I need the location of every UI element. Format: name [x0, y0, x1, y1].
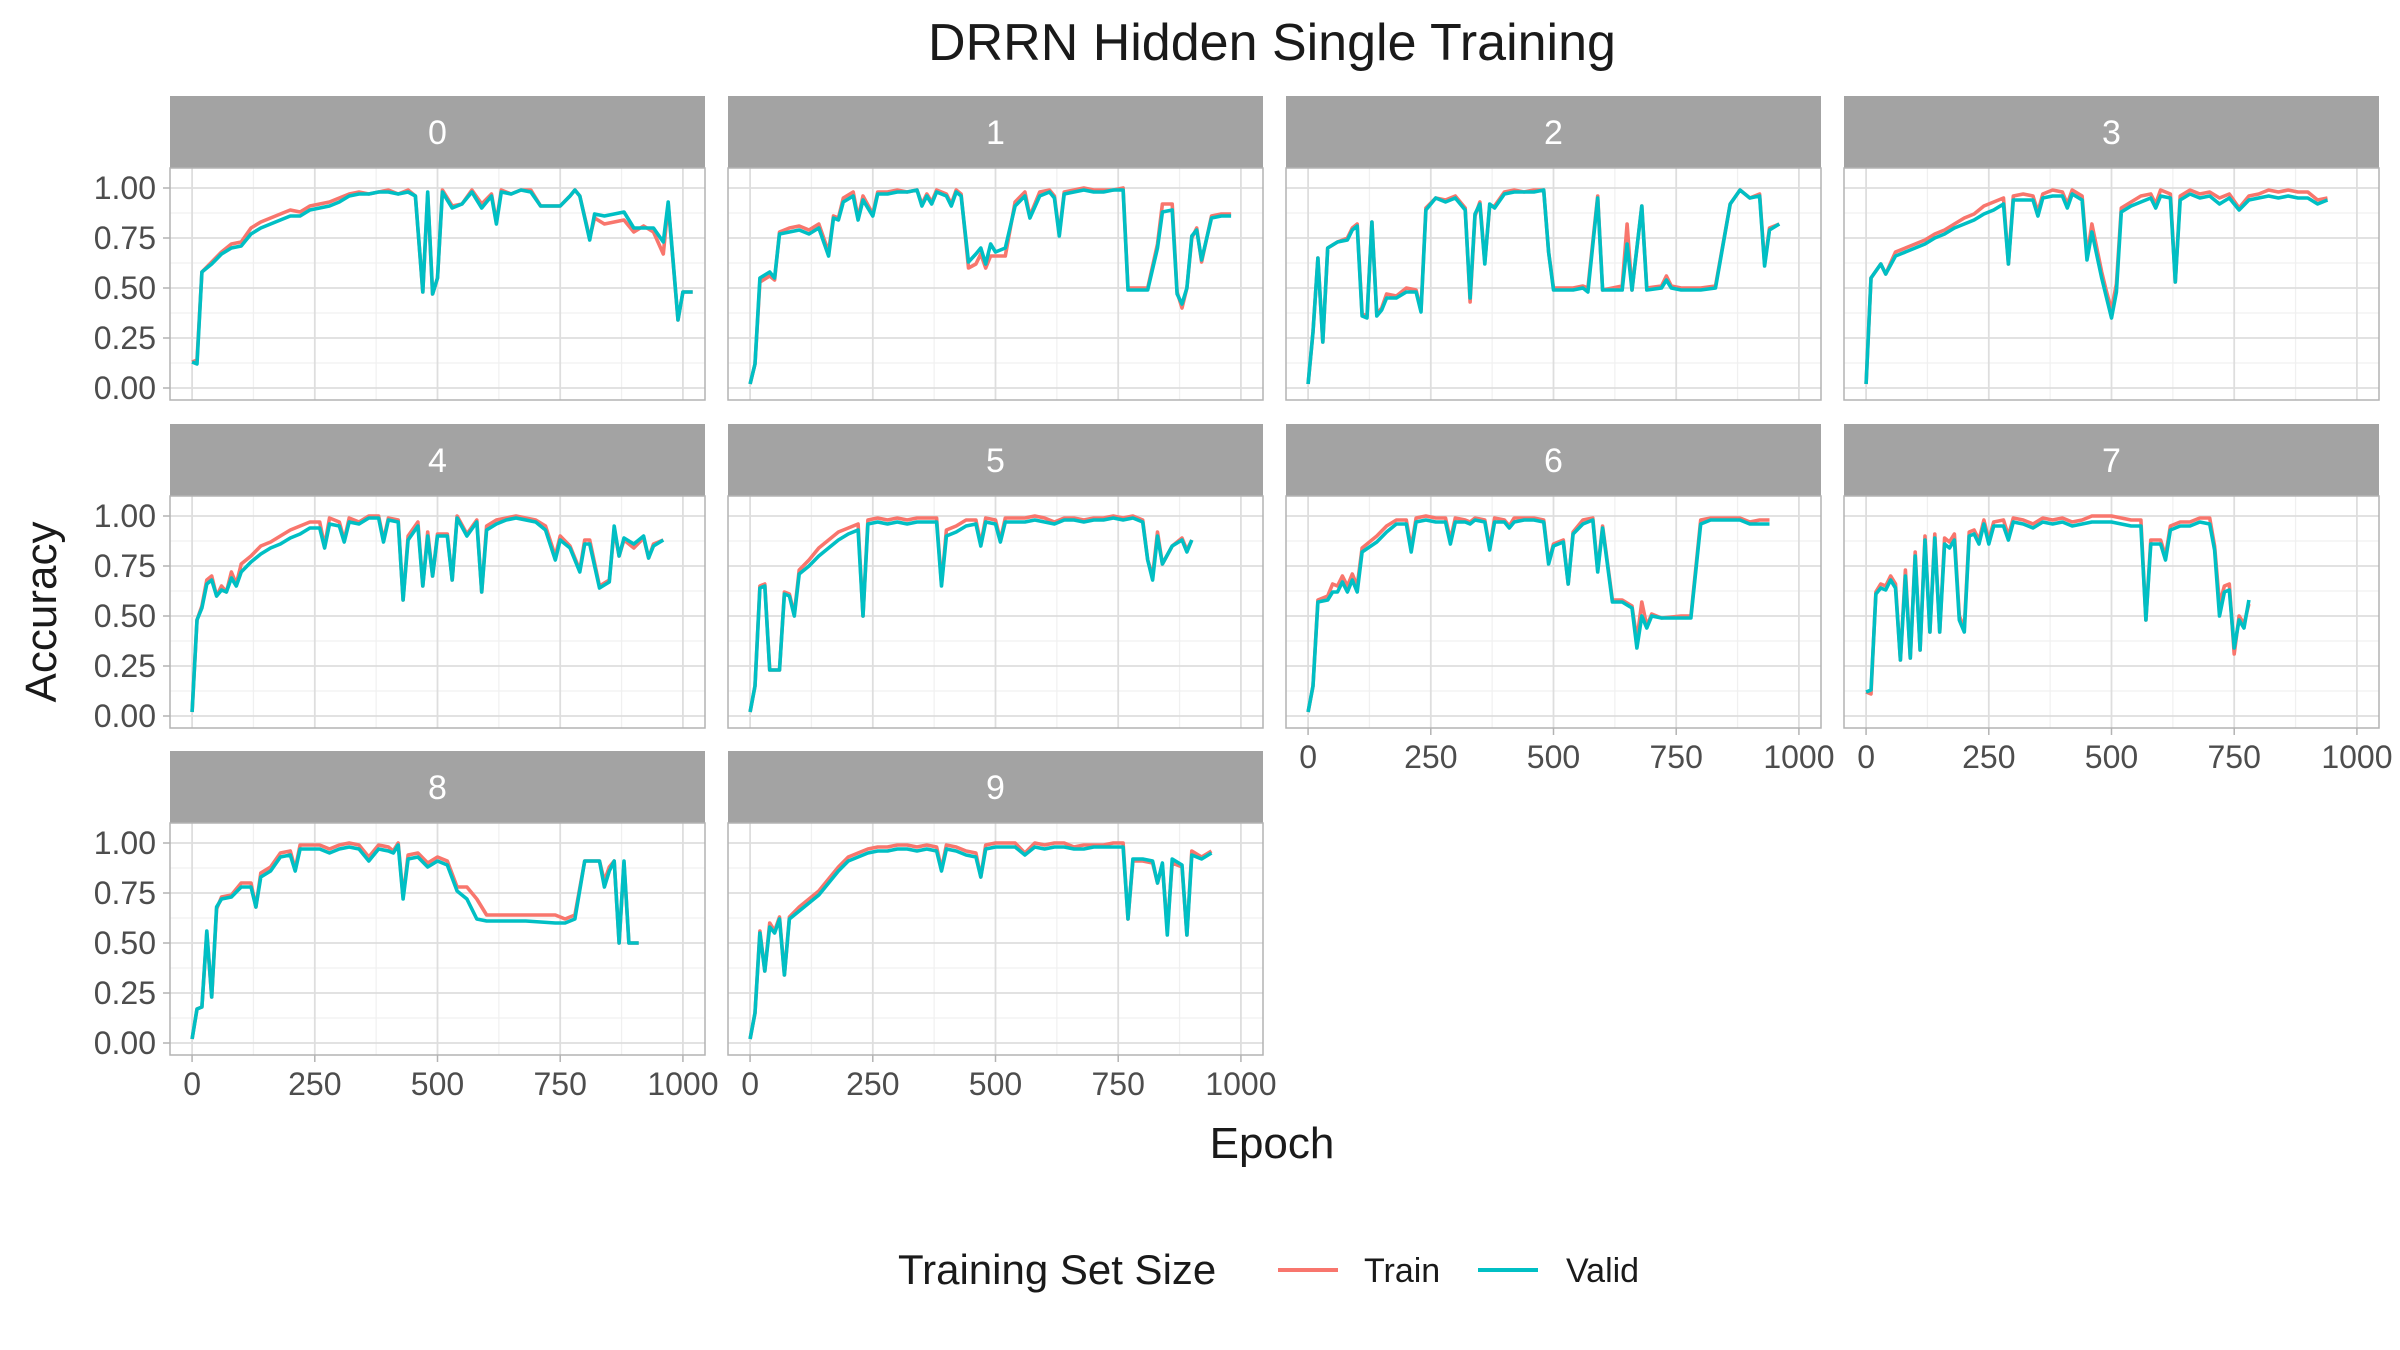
y-tick-label: 0.75	[94, 875, 156, 911]
x-tick-label: 1000	[2321, 739, 2392, 775]
facet-strip-label: 4	[428, 442, 447, 480]
x-axis-title: Epoch	[1210, 1119, 1335, 1168]
panel-border	[1843, 167, 2380, 401]
x-tick-label: 250	[1404, 739, 1457, 775]
legend-label-train: Train	[1364, 1252, 1440, 1290]
facet-strip-label: 0	[428, 114, 447, 152]
y-tick-label: 1.00	[94, 498, 156, 534]
x-tick-label: 500	[411, 1066, 464, 1102]
y-axis-title: Accuracy	[17, 522, 66, 703]
y-tick-label: 0.25	[94, 648, 156, 684]
facet-panel-9: 9 0 250 500 750 1000	[727, 751, 1277, 1102]
facet-strip	[1844, 96, 2379, 168]
facet-panel-3: 3	[1843, 96, 2380, 401]
facet-strip	[728, 424, 1263, 496]
y-tick-label: 0.00	[94, 370, 156, 406]
legend-title: Training Set Size	[898, 1246, 1216, 1293]
x-tick-label: 250	[1962, 739, 2015, 775]
facet-strip-label: 5	[986, 442, 1005, 480]
facet-strip-label: 8	[428, 769, 447, 807]
facet-strip-label: 1	[986, 114, 1005, 152]
x-tick-label: 750	[534, 1066, 587, 1102]
x-tick-label: 1000	[1763, 739, 1834, 775]
y-tick-label: 1.00	[94, 825, 156, 861]
series-line-valid	[191, 188, 693, 366]
series-line-valid	[748, 188, 1232, 385]
series-line-valid	[190, 843, 639, 1040]
series-line-valid	[1865, 520, 2251, 694]
x-tick-label: 1000	[1205, 1066, 1276, 1102]
facet-strip	[728, 96, 1263, 168]
x-tick-label: 500	[969, 1066, 1022, 1102]
series-line-valid	[1306, 518, 1770, 713]
facet-panel-6: 6 0 250 500 750 1000	[1285, 424, 1835, 775]
facet-strip	[1844, 424, 2379, 496]
facet-panel-4: 4 0.00 0.25 0.50 0.75 1.00	[94, 424, 706, 734]
x-tick-label: 1000	[647, 1066, 718, 1102]
facet-strip	[170, 96, 705, 168]
facet-panel-2: 2	[1285, 96, 1822, 401]
x-tick-label: 750	[2208, 739, 2261, 775]
facet-panels: 0 0.00 0.25 0.50 0.75 1.00 1 2 3 4 0.00 0.25 0.50 0.7…	[94, 96, 2393, 1102]
y-tick-label: 0.50	[94, 598, 156, 634]
x-tick-label: 0	[1857, 739, 1875, 775]
y-tick-label: 1.00	[94, 170, 156, 206]
facet-panel-7: 7 0 250 500 750 1000	[1843, 424, 2393, 775]
facet-strip	[1286, 96, 1821, 168]
panel-border	[169, 167, 706, 401]
facet-strip-label: 7	[2102, 442, 2121, 480]
facet-strip-label: 6	[1544, 442, 1563, 480]
series-line-valid	[1306, 188, 1781, 385]
x-tick-label: 750	[1092, 1066, 1145, 1102]
y-tick-label: 0.50	[94, 925, 156, 961]
series-line-train	[748, 514, 1194, 713]
facet-panel-8: 8 0.00 0.25 0.50 0.75 1.00 0 250 500 750 1000	[94, 751, 719, 1102]
panel-border	[1285, 167, 1822, 401]
series-line-valid	[190, 516, 665, 713]
y-tick-label: 0.25	[94, 320, 156, 356]
y-tick-label: 0.50	[94, 270, 156, 306]
x-tick-label: 0	[1299, 739, 1317, 775]
facet-panel-0: 0 0.00 0.25 0.50 0.75 1.00	[94, 96, 706, 406]
x-tick-label: 500	[2085, 739, 2138, 775]
legend-label-valid: Valid	[1566, 1252, 1639, 1290]
x-tick-label: 250	[846, 1066, 899, 1102]
x-tick-label: 0	[183, 1066, 201, 1102]
facet-panel-5: 5	[727, 424, 1264, 729]
y-tick-label: 0.75	[94, 220, 156, 256]
panel-border	[169, 495, 706, 729]
y-tick-label: 0.25	[94, 975, 156, 1011]
panel-border	[727, 167, 1264, 401]
facet-strip	[1286, 424, 1821, 496]
y-tick-label: 0.75	[94, 548, 156, 584]
x-tick-label: 250	[288, 1066, 341, 1102]
y-tick-label: 0.00	[94, 698, 156, 734]
facet-strip	[170, 424, 705, 496]
facet-strip-label: 2	[1544, 114, 1563, 152]
series-line-valid	[748, 516, 1194, 713]
facet-panel-1: 1	[727, 96, 1264, 401]
chart-title: DRRN Hidden Single Training	[928, 14, 1616, 72]
x-tick-label: 500	[1527, 739, 1580, 775]
x-tick-label: 750	[1650, 739, 1703, 775]
legend: Training Set Size Train Valid	[898, 1246, 1639, 1293]
series-line-valid	[748, 845, 1213, 1040]
series-line-valid	[1864, 192, 2329, 385]
panel-border	[727, 495, 1264, 729]
y-tick-label: 0.00	[94, 1025, 156, 1061]
facet-strip-label: 3	[2102, 114, 2121, 152]
facet-strip-label: 9	[986, 769, 1005, 807]
facet-strip	[170, 751, 705, 823]
x-tick-label: 0	[741, 1066, 759, 1102]
facet-strip	[728, 751, 1263, 823]
